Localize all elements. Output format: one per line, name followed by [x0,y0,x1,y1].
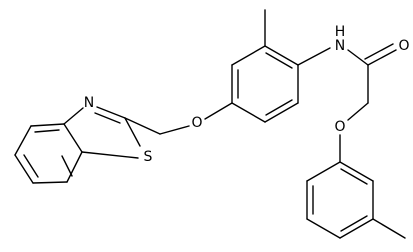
bond [231,45,266,66]
bond [14,154,34,184]
double-bond [94,112,121,124]
bond [339,161,374,182]
bond [297,47,331,66]
bond [264,45,299,66]
bond [63,123,83,153]
double-bond [61,155,73,177]
bond [306,218,341,239]
atom-label: N [335,38,345,54]
bond [14,125,32,156]
double-bond [23,154,39,178]
atom-label: O [334,119,345,135]
bond [96,106,126,119]
bond [159,125,190,135]
bonds [14,9,406,239]
atom-label: H [335,24,346,40]
bond [124,117,141,147]
bond [66,151,83,183]
bond [63,107,84,125]
bond [124,117,161,135]
bond [347,102,369,121]
atom-labels: N S O N H O O [84,24,410,165]
bond [30,123,65,127]
bond [81,151,139,159]
double-bond [340,215,368,232]
atom-label: N [84,95,94,111]
atom-label: S [144,149,153,165]
double-bond [340,168,368,185]
double-bond [265,52,293,69]
double-bond [265,99,293,116]
bond [264,102,299,123]
atom-label: O [398,38,409,54]
bond [306,161,341,182]
bond [339,218,374,239]
bond [347,49,369,66]
methyl-bond [372,218,406,239]
bond [204,102,233,120]
double-bond [364,43,394,60]
atom-label: O [191,115,202,131]
bond [32,181,68,184]
bond [367,49,397,66]
double-bond [34,129,60,133]
bond [231,102,266,123]
